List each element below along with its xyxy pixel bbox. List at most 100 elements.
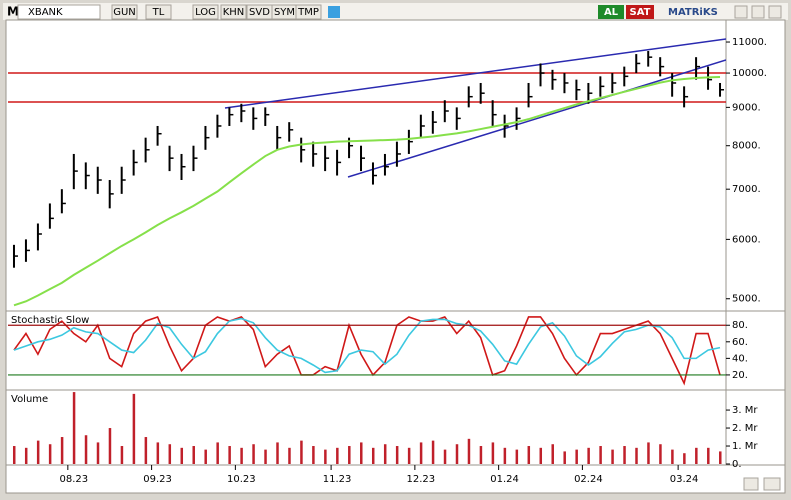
x-tick-label: 01.24 bbox=[490, 474, 519, 485]
maximize-button[interactable] bbox=[751, 5, 765, 19]
toolbar-button-label: SVD bbox=[249, 7, 270, 18]
volume-bar bbox=[204, 449, 207, 464]
symbol-box[interactable] bbox=[17, 4, 101, 20]
volume-bar bbox=[527, 446, 531, 464]
x-tick-label: 09.23 bbox=[143, 474, 172, 485]
volume-bar bbox=[671, 449, 674, 464]
volume-bar bbox=[587, 447, 590, 464]
buy-label: AL bbox=[604, 7, 619, 18]
sell-button[interactable] bbox=[626, 5, 654, 19]
volume-bar bbox=[407, 447, 411, 464]
y-tick-label: 2. Mr bbox=[732, 423, 758, 434]
volume-bar bbox=[599, 446, 602, 464]
scroll-button[interactable] bbox=[763, 477, 781, 491]
volume-bar bbox=[276, 442, 279, 464]
volume-bar bbox=[431, 440, 435, 464]
close-button[interactable] bbox=[768, 5, 782, 19]
volume-bar bbox=[551, 444, 554, 464]
volume-bar bbox=[36, 440, 40, 464]
sell-label: SAT bbox=[630, 7, 651, 18]
volume-bar bbox=[563, 451, 566, 464]
y-tick-label: 3. Mr bbox=[732, 405, 758, 416]
volume-bar bbox=[240, 447, 243, 464]
volume-bar bbox=[156, 442, 160, 464]
y-tick-label: 40. bbox=[732, 353, 748, 364]
y-tick-label: 8000. bbox=[732, 141, 761, 152]
brand: MATRiKS bbox=[668, 7, 718, 18]
volume-bar bbox=[683, 453, 686, 464]
volume-bar bbox=[695, 447, 698, 464]
volume-bar bbox=[96, 442, 100, 464]
symbol: XBANK bbox=[28, 7, 63, 18]
x-tick-label: 11.23 bbox=[323, 474, 352, 485]
volume-bar bbox=[491, 442, 495, 464]
y-tick-label: 10000. bbox=[732, 68, 767, 79]
toolbar-button[interactable] bbox=[220, 4, 247, 20]
volume-bar bbox=[336, 447, 339, 464]
panel-title: Volume bbox=[11, 394, 48, 405]
x-tick-label: 08.23 bbox=[59, 474, 88, 485]
volume-bar bbox=[659, 444, 662, 464]
minimize-button[interactable] bbox=[734, 5, 748, 19]
volume-bar bbox=[324, 449, 327, 464]
volume-bar bbox=[539, 447, 543, 464]
toolbar-button[interactable] bbox=[295, 4, 322, 20]
volume-bar bbox=[132, 393, 136, 464]
volume-bar bbox=[515, 449, 519, 464]
buy-button[interactable] bbox=[598, 5, 624, 19]
volume-bar bbox=[216, 442, 219, 464]
volume-bar bbox=[360, 442, 363, 464]
y-tick-label: 9000. bbox=[732, 102, 761, 113]
x-tick-label: 10.23 bbox=[227, 474, 256, 485]
y-tick-label: 7000. bbox=[732, 184, 761, 195]
volume-bar bbox=[12, 446, 16, 464]
toolbar-button[interactable] bbox=[192, 4, 219, 20]
sync-button[interactable] bbox=[743, 477, 759, 491]
chart-area bbox=[5, 19, 786, 466]
twitter-icon[interactable] bbox=[328, 6, 340, 18]
volume-bar bbox=[108, 428, 112, 464]
volume-bar bbox=[575, 449, 578, 464]
y-tick-label: 80. bbox=[732, 320, 748, 331]
toolbar-button[interactable] bbox=[111, 4, 138, 20]
volume-bar bbox=[707, 447, 710, 464]
date-axis bbox=[5, 464, 786, 494]
volume-bar bbox=[300, 440, 303, 464]
toolbar-button-label: SYM bbox=[274, 7, 295, 18]
volume-bar bbox=[48, 444, 52, 464]
volume-bar bbox=[180, 447, 184, 464]
trend-line bbox=[347, 59, 726, 178]
y-tick-label: 0. bbox=[732, 459, 742, 470]
panel-title: Stochastic Slow bbox=[11, 315, 89, 326]
y-tick-label: 1. Mr bbox=[732, 441, 758, 452]
volume-bar bbox=[611, 449, 614, 464]
toolbar-button[interactable] bbox=[145, 4, 172, 20]
volume-bar bbox=[719, 451, 722, 464]
volume-bar bbox=[168, 444, 172, 464]
toolbar-button-label: KHN bbox=[223, 7, 245, 18]
volume-bar bbox=[635, 447, 638, 464]
volume-bar bbox=[443, 449, 447, 464]
y-tick-label: 11000. bbox=[732, 37, 767, 48]
toolbar-button-label: TL bbox=[152, 7, 165, 18]
toolbar-button-label: TMP bbox=[297, 7, 319, 18]
volume-bar bbox=[288, 447, 291, 464]
volume-bar bbox=[24, 447, 28, 464]
volume-bar bbox=[72, 392, 76, 464]
volume-bar bbox=[228, 446, 231, 464]
trend-line bbox=[224, 38, 726, 109]
volume-bar bbox=[60, 437, 64, 464]
volume-bar bbox=[383, 444, 387, 464]
volume-bar bbox=[312, 446, 315, 464]
volume-bar bbox=[192, 446, 195, 464]
volume-bar bbox=[455, 444, 459, 464]
oscillator-line bbox=[13, 317, 721, 374]
volume-bar bbox=[84, 435, 88, 464]
volume-bar bbox=[264, 449, 267, 464]
volume-bar bbox=[144, 437, 148, 464]
volume-bar bbox=[503, 447, 507, 464]
oscillator-line bbox=[13, 315, 721, 386]
volume-bar bbox=[623, 446, 626, 464]
toolbar-button-label: LOG bbox=[195, 7, 216, 18]
